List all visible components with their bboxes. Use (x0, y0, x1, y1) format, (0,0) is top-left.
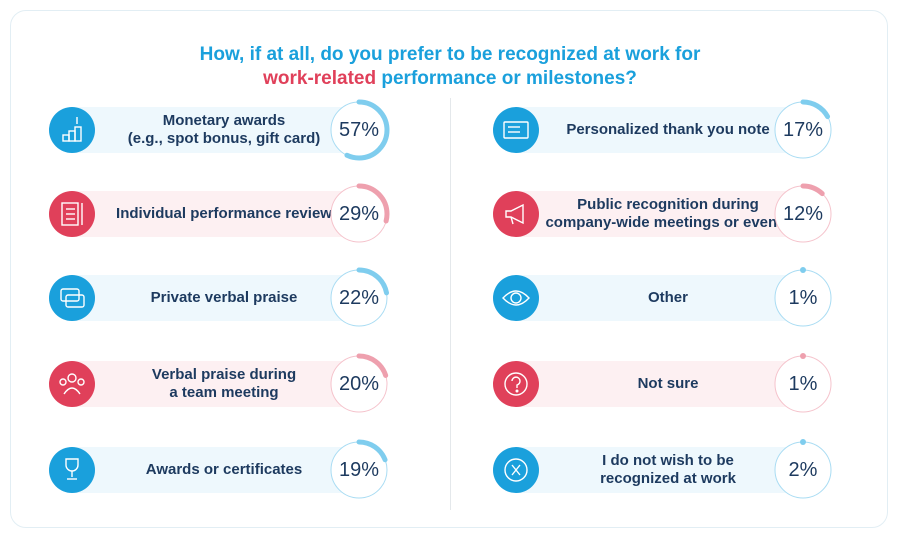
speech-bubbles-icon (49, 275, 95, 321)
percent-value: 1% (788, 372, 818, 395)
trophy-icon (49, 447, 95, 493)
item-label: Monetary awards (e.g., spot bonus, gift c… (127, 112, 321, 147)
percent-value: 1% (788, 286, 818, 309)
ring-arc (800, 353, 806, 359)
ring-arc (800, 267, 806, 273)
team-people-icon (49, 361, 95, 407)
list-item: Other 1% (493, 266, 865, 330)
percent-value: 29% (338, 202, 380, 225)
title-line-1: How, if at all, do you prefer to be reco… (199, 44, 701, 65)
progress-ring (771, 182, 835, 246)
item-label: I do not wish to be recognized at work (600, 452, 736, 487)
list-item: Awards or certificates 19% (49, 438, 421, 502)
x-circle-icon (493, 447, 539, 493)
title-line-2: work-related performance or milestones? (0, 67, 900, 91)
ring-arc (772, 183, 834, 245)
list-item: Individual performance review 29% (49, 182, 421, 246)
infographic-card (10, 10, 888, 528)
question-icon (493, 361, 539, 407)
item-label: Private verbal praise (150, 289, 298, 306)
list-item: Not sure 1% (493, 352, 865, 416)
progress-ring (327, 266, 391, 330)
list-item: Public recognition during company-wide me… (493, 182, 865, 246)
checklist-pen-icon (49, 191, 95, 237)
progress-ring (327, 352, 391, 416)
eye-icon (493, 275, 539, 321)
progress-ring (771, 438, 835, 502)
ring-arc (328, 183, 390, 245)
ring-arc (328, 353, 390, 415)
item-label: Individual performance review (116, 205, 332, 222)
list-item: I do not wish to be recognized at work 2% (493, 438, 865, 502)
ring-arc (772, 99, 834, 161)
list-item: Personalized thank you note 17% (493, 98, 865, 162)
chart-title: How, if at all, do you prefer to be reco… (0, 43, 900, 91)
title-rest: performance or milestones? (376, 68, 637, 89)
percent-value: 20% (338, 372, 380, 395)
progress-ring (327, 98, 391, 162)
percent-value: 2% (788, 458, 818, 481)
label-band (73, 275, 373, 321)
item-label: Public recognition during company-wide me… (545, 196, 791, 231)
label-band (73, 107, 373, 153)
title-highlight: work-related (263, 68, 377, 89)
item-label: Verbal praise during a team meeting (151, 366, 297, 401)
label-band (517, 107, 817, 153)
list-item: Private verbal praise 22% (49, 266, 421, 330)
list-item: Monetary awards (e.g., spot bonus, gift c… (49, 98, 421, 162)
label-band (517, 191, 817, 237)
item-label: Other (647, 289, 688, 306)
progress-ring (771, 352, 835, 416)
ring-arc (328, 267, 390, 329)
label-band (73, 447, 373, 493)
label-band (73, 361, 373, 407)
item-label: Not sure (637, 375, 699, 392)
list-item: Verbal praise during a team meeting 20% (49, 352, 421, 416)
label-band (73, 191, 373, 237)
percent-value: 22% (338, 286, 380, 309)
item-label: Awards or certificates (145, 461, 303, 478)
ring-arc (328, 99, 390, 161)
percent-value: 12% (782, 202, 824, 225)
progress-ring (327, 182, 391, 246)
note-card-icon (493, 107, 539, 153)
percent-value: 57% (338, 118, 380, 141)
progress-ring (771, 98, 835, 162)
percent-value: 17% (782, 118, 824, 141)
item-label: Personalized thank you note (566, 121, 770, 138)
label-band (517, 447, 817, 493)
label-band (517, 361, 817, 407)
percent-value: 19% (338, 458, 380, 481)
label-band (517, 275, 817, 321)
column-divider (450, 98, 451, 510)
ring-arc (800, 439, 806, 445)
progress-ring (771, 266, 835, 330)
ring-arc (328, 439, 390, 501)
progress-ring (327, 438, 391, 502)
coins-stack-icon (49, 107, 95, 153)
megaphone-icon (493, 191, 539, 237)
